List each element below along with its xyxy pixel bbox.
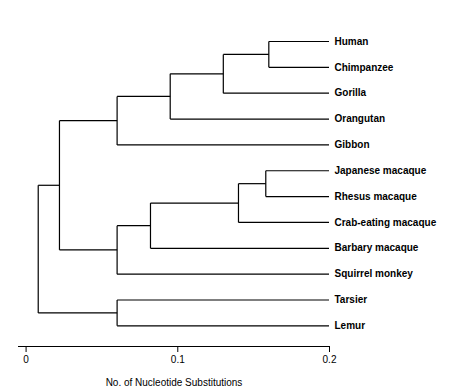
svg-text:Gorilla: Gorilla [335,87,367,98]
svg-text:0.1: 0.1 [171,354,185,365]
svg-text:Squirrel monkey: Squirrel monkey [335,268,414,279]
svg-text:Japanese macaque: Japanese macaque [335,165,427,176]
svg-text:No. of Nucleotide Substitution: No. of Nucleotide Substitutions [106,377,243,388]
svg-text:Barbary macaque: Barbary macaque [335,242,419,253]
svg-text:Chimpanzee: Chimpanzee [335,62,394,73]
svg-text:Orangutan: Orangutan [335,113,386,124]
svg-text:Gibbon: Gibbon [335,139,370,150]
svg-text:Crab-eating macaque: Crab-eating macaque [335,217,437,228]
svg-text:0.2: 0.2 [323,354,337,365]
svg-text:Lemur: Lemur [335,320,366,331]
svg-text:Human: Human [335,36,369,47]
svg-text:Tarsier: Tarsier [335,294,368,305]
svg-text:Rhesus macaque: Rhesus macaque [335,191,418,202]
svg-text:0: 0 [23,354,29,365]
